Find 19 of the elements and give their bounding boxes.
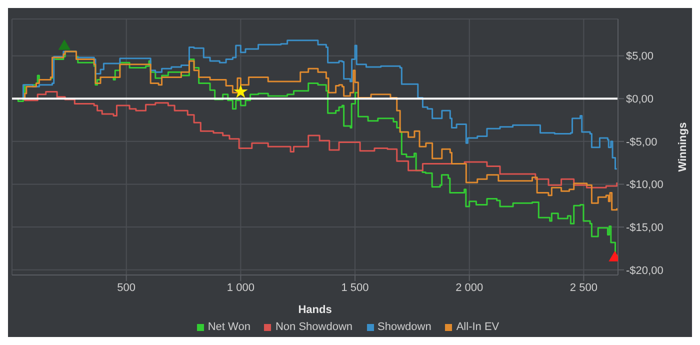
- point: [58, 39, 70, 50]
- x-tick-label: 500: [117, 282, 136, 294]
- legend-label: Showdown: [378, 321, 432, 333]
- legend-label: Net Won: [208, 321, 250, 333]
- x-tick-label: 2 000: [456, 282, 484, 294]
- x-axis-title: Hands: [298, 304, 332, 316]
- legend-label: All-In EV: [456, 321, 500, 333]
- point: [234, 84, 248, 98]
- x-tick-label: 1 000: [226, 282, 254, 294]
- y-tick-label: $5,00: [626, 50, 654, 63]
- x-tick-label: 2 500: [570, 282, 598, 294]
- x-tick-label: 1 500: [341, 282, 369, 294]
- y-tick-label: -$10,00: [626, 179, 664, 192]
- y-tick-label: -$15,00: [626, 222, 664, 234]
- legend-label: Non Showdown: [275, 321, 353, 333]
- y-axis-title: Winnings: [676, 122, 689, 172]
- y-tick-label: $0,00: [626, 94, 654, 106]
- y-tick-label: -$5,00: [626, 136, 658, 148]
- y-tick-label: -$20,00: [626, 264, 664, 277]
